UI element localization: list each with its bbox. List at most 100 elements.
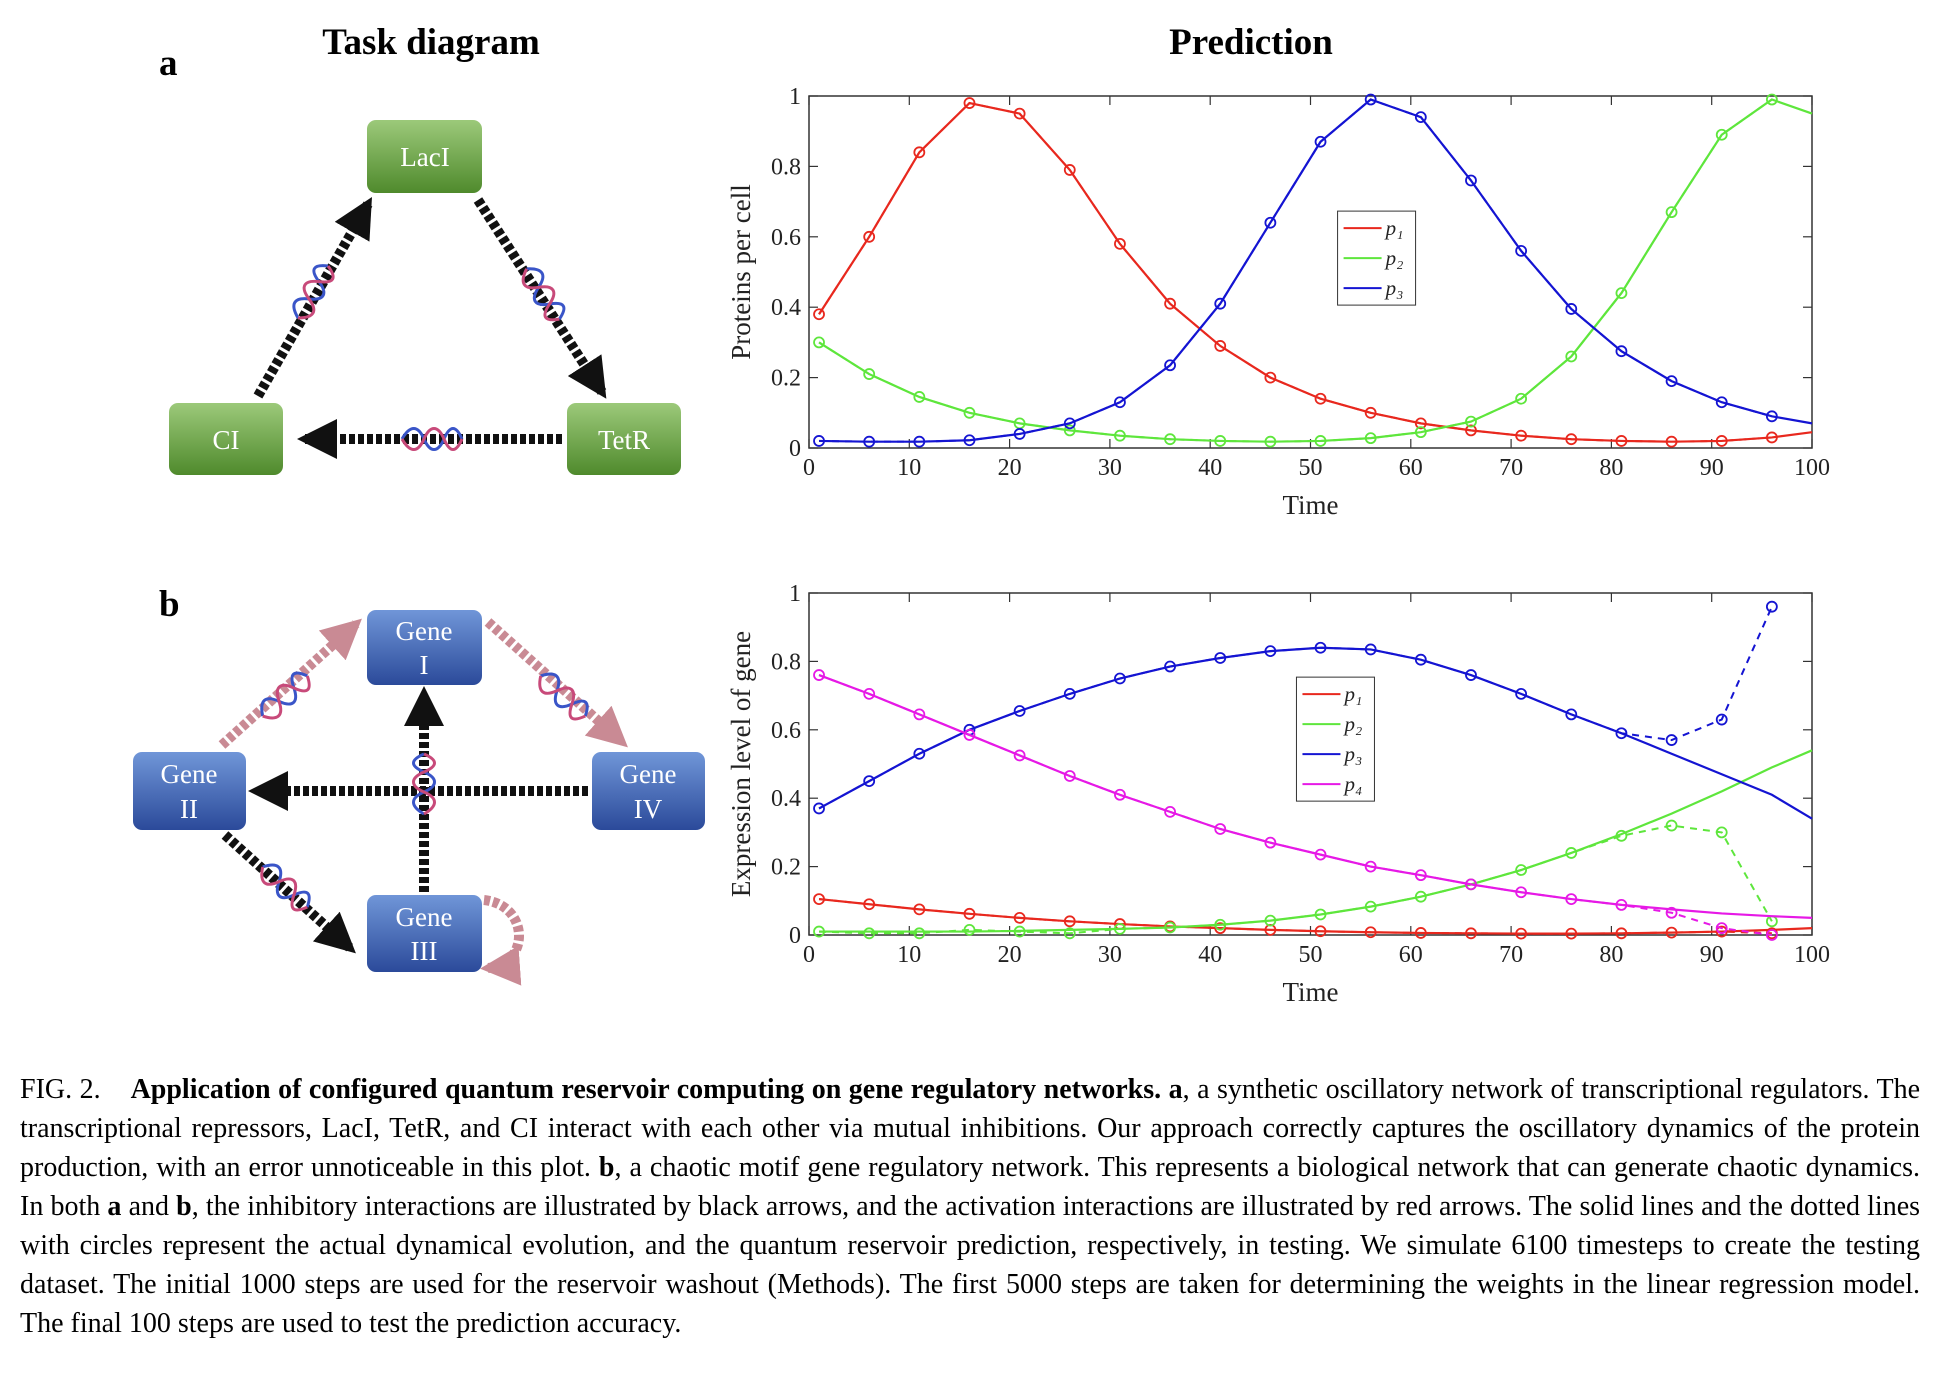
prediction-marker (1765, 431, 1778, 444)
prediction-marker (1715, 128, 1728, 141)
prediction-marker (1214, 823, 1227, 835)
x-tick-label: 80 (1599, 942, 1623, 968)
legend-label: p₃ (1342, 742, 1362, 766)
prediction-marker (1665, 734, 1678, 746)
prediction-marker (1565, 433, 1578, 446)
x-tick-label: 30 (1098, 942, 1122, 968)
node-label: CI (213, 425, 240, 455)
caption-title: Application of configured quantum reserv… (130, 1074, 1162, 1105)
node (367, 120, 482, 193)
prediction-marker (1715, 713, 1728, 726)
prediction-marker (1765, 929, 1778, 941)
prediction-marker (1364, 406, 1377, 419)
prediction-marker (1314, 435, 1327, 447)
prediction-marker (813, 336, 825, 349)
node (567, 403, 681, 475)
x-tick-label: 100 (1794, 942, 1830, 968)
prediction-marker (1314, 908, 1327, 921)
legend-label: p₁ (1384, 216, 1404, 240)
y-tick-label: 0.6 (771, 718, 801, 744)
legend-label: p₁ (1342, 682, 1362, 706)
prediction-marker (1264, 836, 1277, 849)
prediction-marker (963, 923, 976, 936)
prediction-marker (1515, 392, 1528, 405)
prediction-marker (1715, 396, 1728, 409)
prediction-marker (1214, 918, 1227, 931)
x-tick-label: 50 (1299, 455, 1323, 481)
prediction-marker (1114, 396, 1126, 409)
caption-text: , the inhibitory interactions are illust… (20, 1191, 1921, 1339)
y-tick-label: 0.2 (771, 366, 801, 392)
prediction-marker (1164, 297, 1176, 310)
node-label: I (420, 650, 429, 680)
prediction-marker (1515, 927, 1528, 940)
legend-box (1295, 676, 1375, 802)
x-tick-label: 40 (1198, 455, 1222, 481)
prediction-line (818, 824, 1773, 935)
caption-text: and (128, 1191, 169, 1222)
x-tick-label: 60 (1399, 942, 1423, 968)
prediction-marker (1214, 340, 1227, 352)
y-tick-label: 0.2 (771, 855, 801, 881)
prediction-marker (913, 146, 926, 159)
x-tick-label: 10 (897, 455, 921, 481)
caption-text: , a synthetic oscillatory network of tra… (20, 1074, 1921, 1183)
prediction-marker (913, 927, 926, 940)
prediction-marker (1114, 922, 1126, 935)
x-axis-label: Time (1282, 490, 1338, 520)
prediction-marker (1414, 426, 1427, 439)
prediction-marker (1765, 93, 1778, 106)
prediction-marker (1715, 826, 1728, 839)
prediction-marker (1013, 428, 1026, 440)
prediction-marker (1063, 687, 1076, 700)
prediction-marker (1013, 749, 1026, 762)
x-axis-label: Time (1282, 977, 1338, 1007)
prediction-line (818, 101, 1772, 443)
prediction-marker (1164, 359, 1176, 372)
y-tick-label: 0.8 (771, 649, 801, 675)
prediction-marker (1665, 435, 1678, 448)
prediction-line (818, 898, 1772, 935)
prediction-marker (1615, 899, 1628, 911)
node (367, 610, 482, 685)
caption: FIG. 2. Application of configured quantu… (20, 1070, 1920, 1343)
prediction-marker (1214, 297, 1227, 310)
prediction-marker (1565, 847, 1578, 859)
prediction-marker (1565, 303, 1578, 315)
series-line (818, 101, 1813, 443)
prediction-marker (1615, 927, 1628, 940)
x-tick-label: 100 (1794, 455, 1830, 481)
node-label: IV (634, 794, 663, 824)
y-tick-label: 0.6 (771, 225, 801, 251)
diagram-a: LacI CI TetR (169, 120, 681, 475)
x-tick-label: 70 (1499, 455, 1523, 481)
x-tick-label: 0 (803, 942, 815, 968)
prediction-marker (913, 903, 926, 916)
panel-label: b (159, 584, 180, 625)
x-tick-label: 30 (1098, 455, 1122, 481)
node-label: III (411, 936, 438, 966)
prediction-marker (1063, 915, 1076, 928)
prediction-marker (1765, 600, 1778, 613)
prediction-marker (1364, 432, 1377, 445)
caption-text: b (598, 1152, 615, 1183)
prediction-marker (1565, 927, 1578, 940)
prediction-marker (1364, 926, 1377, 939)
prediction-line (818, 98, 1773, 443)
x-tick-label: 90 (1700, 942, 1724, 968)
prediction-marker (1264, 371, 1277, 384)
node-label: Gene (161, 759, 218, 789)
prediction-marker (963, 97, 976, 109)
x-tick-label: 80 (1599, 455, 1623, 481)
prediction-marker (863, 898, 876, 911)
y-axis-label: Expression level of gene (726, 631, 756, 897)
caption-label: FIG. 2. (20, 1074, 101, 1105)
legend-label: p₄ (1342, 772, 1362, 796)
caption-text: a (1168, 1074, 1183, 1105)
prediction-marker (1465, 174, 1477, 187)
prediction-marker (1214, 652, 1227, 664)
prediction-marker (1013, 705, 1026, 717)
prediction-marker (1615, 287, 1628, 300)
prediction-marker (1164, 660, 1176, 673)
charts: 0 10 20 30 40 50 60 70 80 90 10000.20.40.60.81Time… (726, 84, 1830, 1007)
